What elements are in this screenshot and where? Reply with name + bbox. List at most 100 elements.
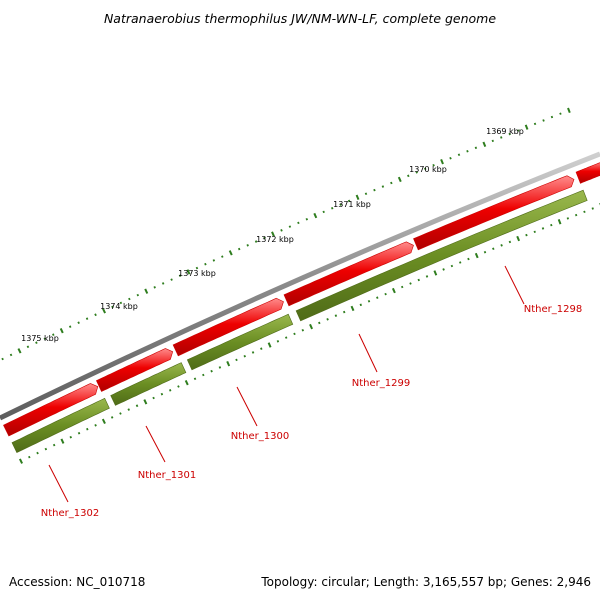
gene-feature <box>11 397 110 454</box>
inner-tick <box>566 217 570 220</box>
scale-tick <box>508 132 511 136</box>
inner-tick <box>334 314 338 317</box>
scale-tick <box>26 345 30 349</box>
gene-callouts: Nther_1298 Nther_1299 Nther_1300 Nther_1301… <box>41 265 582 519</box>
scale-tick <box>170 278 173 281</box>
scale-tick <box>415 171 418 174</box>
gene-feature <box>110 362 187 406</box>
inner-tick <box>425 275 429 278</box>
scale-tick <box>9 353 13 357</box>
scale-label: 1375 kbp <box>21 334 59 343</box>
scale-tick <box>432 163 435 167</box>
gene-feature <box>186 313 294 371</box>
scale-tick <box>559 112 562 115</box>
inner-tick <box>409 282 412 285</box>
inner-tick <box>119 412 122 415</box>
inner-tick <box>226 361 231 367</box>
scale-label: 1372 kbp <box>256 235 294 244</box>
inner-tick <box>94 424 97 427</box>
scale-tick <box>228 250 233 256</box>
scale-tick <box>330 206 334 210</box>
inner-tick <box>28 455 31 459</box>
gene-callout-line <box>236 386 258 427</box>
inner-tick <box>458 261 462 264</box>
inner-tick <box>202 373 205 377</box>
forward-feature <box>575 162 600 184</box>
inner-tick <box>193 377 197 381</box>
inner-tick <box>400 285 404 289</box>
scale-tick <box>474 146 478 150</box>
inner-tick <box>235 358 238 362</box>
inner-tick <box>168 389 172 392</box>
inner-tick <box>541 227 545 230</box>
scale-tick <box>178 274 182 278</box>
scale-tick <box>128 297 131 301</box>
scale-tick <box>355 194 360 200</box>
inner-tick <box>516 235 521 242</box>
scale-tick <box>542 119 545 122</box>
inner-tick <box>251 351 255 354</box>
inner-tick <box>533 230 536 234</box>
inner-tick <box>433 270 438 276</box>
scale-tick <box>381 185 385 188</box>
scale-tick <box>533 122 537 126</box>
scale-tick <box>280 229 283 232</box>
gene-feature <box>295 189 588 322</box>
scale-ticks <box>1 107 600 464</box>
inner-tick <box>367 299 371 303</box>
inner-tick <box>284 336 288 339</box>
forward-feature-track <box>3 162 600 437</box>
inner-tick <box>417 278 420 282</box>
inner-tick <box>583 210 586 214</box>
scale-tick <box>390 181 393 185</box>
inner-tick <box>152 396 155 400</box>
forward-feature <box>172 297 284 357</box>
forward-feature <box>3 383 99 437</box>
inner-tick <box>442 268 445 271</box>
scale-label: 1371 kbp <box>333 200 371 209</box>
inner-tick <box>384 292 387 296</box>
scale-tick <box>397 176 402 183</box>
inner-tick <box>60 438 65 444</box>
scale-label: 1373 kbp <box>178 269 216 278</box>
genome-summary-text: Topology: circular; Length: 3,165,557 bp… <box>260 575 591 589</box>
scale-tick <box>204 262 207 266</box>
gene-callout-line <box>358 333 378 373</box>
gene-track <box>11 189 588 454</box>
scale-tick <box>1 357 4 361</box>
inner-tick <box>301 328 305 332</box>
inner-tick <box>350 305 355 312</box>
inner-tick <box>52 443 56 447</box>
scale-tick <box>35 341 38 344</box>
scale-tick <box>161 282 165 285</box>
scale-tick <box>136 293 140 297</box>
inner-tick <box>101 418 106 425</box>
inner-tick <box>160 392 164 396</box>
scale-tick <box>364 192 368 196</box>
inner-tick <box>110 416 114 419</box>
scale-tick <box>52 333 55 336</box>
inner-tick <box>391 287 396 294</box>
scale-tick <box>500 136 503 139</box>
scale-tick <box>186 269 191 275</box>
inner-tick <box>467 257 470 261</box>
scale-tick <box>271 231 275 237</box>
scale-label: 1374 kbp <box>100 302 138 311</box>
scale-tick <box>212 259 216 262</box>
scale-tick <box>313 212 318 219</box>
forward-feature <box>95 348 174 392</box>
gene-callout-line <box>48 464 69 503</box>
gene-label: Nther_1299 <box>352 378 410 389</box>
inner-tick <box>359 303 363 307</box>
inner-tick <box>574 213 578 217</box>
inner-tick <box>318 321 321 325</box>
inner-tick <box>309 323 314 330</box>
scale-tick <box>144 288 149 294</box>
scale-tick <box>423 167 427 171</box>
inner-tick <box>450 264 454 268</box>
gene-callout-line <box>504 265 525 305</box>
scale-tick <box>440 159 444 165</box>
scale-tick <box>195 266 199 270</box>
scale-tick <box>322 210 325 214</box>
gene-callout-line <box>145 425 166 463</box>
